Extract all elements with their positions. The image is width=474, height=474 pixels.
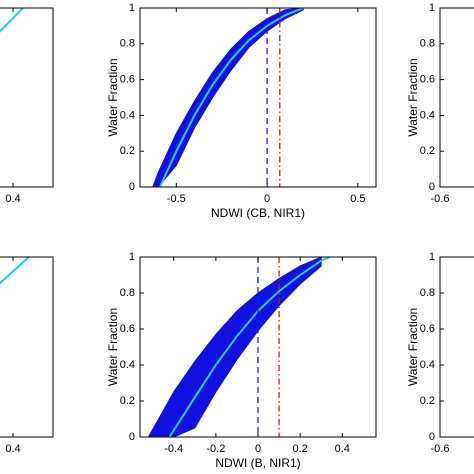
x-tick-label: 0 — [264, 193, 270, 205]
x-tick-label: 0 — [255, 443, 261, 455]
x-tick-label: -0.5 — [167, 193, 186, 205]
y-tick-label: 0 — [429, 431, 435, 443]
y-tick-label: 0.2 — [420, 145, 435, 157]
x-axis-label: NDWI (B, NIR1) — [215, 456, 300, 470]
y-axis-label: Water Fraction — [406, 308, 420, 386]
scatter-band — [151, 7, 304, 188]
y-tick-label: 0.2 — [420, 395, 435, 407]
panel: -0.60 0.2 0.4 0.6 0.8 1 Water Fraction — [406, 251, 474, 455]
axes-box — [0, 256, 54, 438]
y-tick-label: 0.6 — [120, 323, 135, 335]
x-tick-label: 0.4 — [335, 443, 350, 455]
y-tick-label: 0.4 — [120, 359, 135, 371]
x-tick-label: -0.4 — [164, 443, 183, 455]
y-tick-label: 0.8 — [120, 38, 135, 50]
y-tick-label: 0.8 — [120, 287, 135, 299]
y-tick-label: 0.6 — [420, 323, 435, 335]
y-tick-label: 0.2 — [120, 145, 135, 157]
y-tick-label: 1 — [429, 2, 435, 14]
y-tick-label: 0.6 — [120, 74, 135, 86]
y-tick-label: 0 — [429, 181, 435, 193]
fit-line — [0, 256, 30, 285]
axes-box — [0, 7, 54, 188]
y-tick-label: 0.8 — [420, 38, 435, 50]
axes-box — [139, 7, 377, 188]
scatter-band — [147, 256, 322, 438]
x-tick-label: -0.6 — [431, 443, 450, 455]
y-tick-label: 1 — [429, 251, 435, 263]
y-tick-label: 0.6 — [420, 74, 435, 86]
fit-line — [0, 7, 24, 33]
x-tick-label: 0.4 — [5, 443, 20, 455]
y-tick-label: 1 — [129, 2, 135, 14]
y-tick-label: 0.2 — [120, 395, 135, 407]
y-tick-label: 0.4 — [120, 109, 135, 121]
panel: -0.5 0 0.5 0 0.2 0.4 0.6 0.8 1 NDWI (CB, NIR1) Wat… — [106, 2, 377, 220]
x-tick-label: 0.5 — [350, 193, 365, 205]
y-axis-label: Water Fraction — [406, 58, 420, 136]
y-axis-label: Water Fraction — [106, 308, 120, 386]
axes-box — [439, 7, 474, 188]
panel: 0.4 — [0, 256, 54, 455]
x-tick-label: -0.6 — [431, 193, 450, 205]
fit-line — [159, 7, 304, 188]
y-tick-label: 0.4 — [420, 359, 435, 371]
y-tick-label: 0.4 — [420, 109, 435, 121]
y-axis-label: Water Fraction — [106, 58, 120, 136]
panel: 0.4 — [0, 7, 54, 205]
x-tick-label: 0.2 — [292, 443, 307, 455]
y-tick-label: 1 — [129, 251, 135, 263]
axes-box — [439, 256, 474, 438]
panel: -0.60 0.2 0.4 0.6 0.8 1 Water Fraction — [406, 2, 474, 205]
x-tick-label: 0.4 — [5, 193, 20, 205]
x-tick-label: -0.2 — [206, 443, 225, 455]
x-axis-label: NDWI (CB, NIR1) — [211, 206, 305, 220]
panel: -0.4 -0.2 0 0.2 0.4 0 0.2 0.4 0.6 0.8 1 NDWI (B, NI… — [106, 251, 377, 470]
y-tick-label: 0 — [129, 181, 135, 193]
y-tick-label: 0 — [129, 431, 135, 443]
y-tick-label: 0.8 — [420, 287, 435, 299]
